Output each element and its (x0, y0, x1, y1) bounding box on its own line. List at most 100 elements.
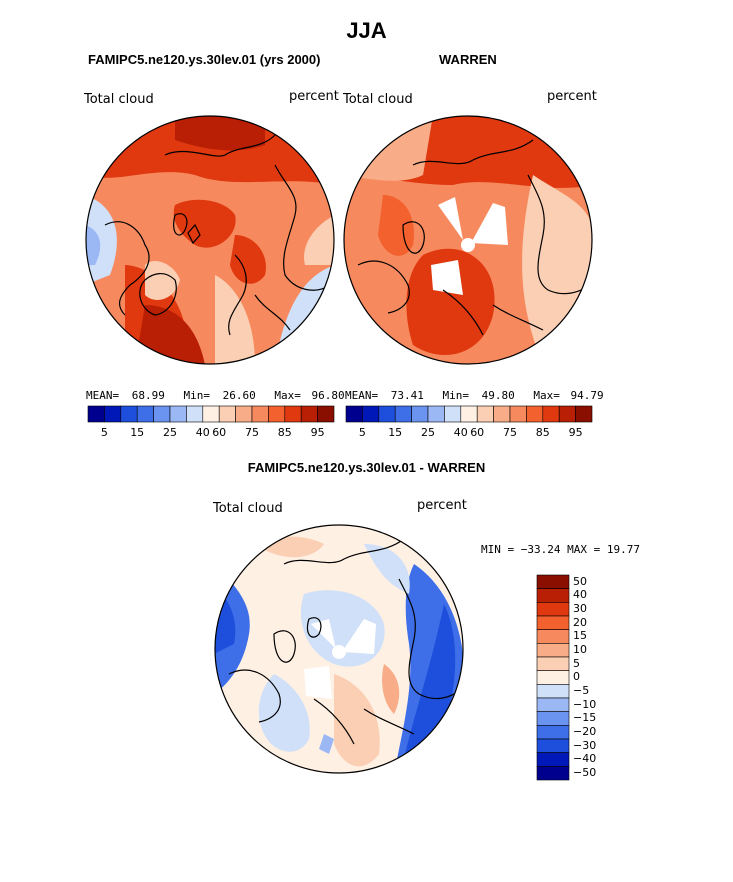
panel2-colorbar-tick-label: 60 (470, 426, 485, 439)
panel1-colorbar-tick-label: 95 (310, 426, 325, 439)
diff-colorbar-tick-label: 50 (573, 574, 587, 588)
panel1-colorbar-tick-label: 85 (277, 426, 292, 439)
diff-colorbar-tick-label: 0 (573, 670, 580, 684)
diff-colorbar-tick-label: 5 (573, 656, 580, 670)
panel1-colorbar-box (300, 405, 318, 423)
panel1-max-value: 96.80 (311, 389, 345, 402)
diff-colorbar-tick-label: −20 (573, 725, 597, 738)
panel2-colorbar-box (542, 405, 560, 423)
panel1-variable-label: Total cloud (84, 92, 154, 107)
diff-colorbar-box (536, 738, 570, 753)
panel2-colorbar (345, 405, 593, 423)
panel2-max-value: 94.79 (570, 389, 604, 402)
panel1-colorbar-box (218, 405, 236, 423)
panel2-colorbar-box (509, 405, 527, 423)
diff-colorbar-tick-label: −10 (573, 697, 597, 711)
panel1-min-label: Min= (183, 389, 211, 402)
panel2-colorbar-tick-label: 40 (453, 426, 468, 439)
diff-colorbar-box (536, 656, 570, 671)
diff-polar-map (214, 524, 464, 774)
panel1-colorbar-tick-label: 25 (163, 426, 177, 439)
panel2-colorbar-tick-label: 85 (535, 426, 550, 439)
panel2-title: WARREN (439, 52, 497, 67)
diff-colorbar-box (536, 697, 570, 712)
panel1-mean-label: MEAN= (86, 389, 120, 402)
diff-colorbar-tick-label: 20 (573, 615, 587, 629)
panel1-colorbar-box (169, 405, 187, 423)
panel2-stats: MEAN= 73.41 Min= 49.80 Max= 94.79 (345, 389, 604, 402)
diff-colorbar-box (536, 574, 570, 589)
panel1-colorbar-box (235, 405, 253, 423)
panel2-max-label: Max= (533, 389, 560, 402)
panel2-colorbar-tick-label: 95 (568, 426, 583, 439)
panel2-colorbar-box (444, 405, 462, 423)
diff-stats: MIN = −33.24 MAX = 19.77 (481, 543, 640, 556)
panel1-colorbar-tick-label: 15 (130, 426, 145, 439)
panel1-units-label: percent (289, 89, 339, 104)
diff-colorbar-box (536, 711, 570, 726)
panel1-colorbar-tick-label: 5 (100, 426, 108, 439)
diff-colorbar-tick-label: −50 (573, 766, 597, 779)
diff-colorbar-box (536, 615, 570, 630)
panel1-colorbar-box (120, 405, 138, 423)
panel2-colorbar-box (411, 405, 429, 423)
panel2-min-label: Min= (442, 389, 470, 402)
panel2-units-label: percent (547, 89, 597, 104)
diff-colorbar-box (536, 588, 570, 603)
panel1-colorbar-box (317, 405, 335, 423)
panel2-colorbar-tick-label: 5 (358, 426, 366, 439)
diff-colorbar-box (536, 670, 570, 685)
panel2-colorbar-box (460, 405, 478, 423)
panel2-variable-label: Total cloud (343, 92, 413, 107)
diff-units-label: percent (417, 498, 467, 513)
panel2-mean-value: 73.41 (390, 389, 424, 402)
panel1-colorbar-box (186, 405, 204, 423)
diff-colorbar-tick-label: −5 (573, 684, 590, 697)
panel2-colorbar-box (378, 405, 396, 423)
panel1-colorbar-box (87, 405, 105, 423)
diff-colorbar-box (536, 629, 570, 644)
panel2-polar-map (343, 115, 593, 365)
panel2-colorbar-box (394, 405, 412, 423)
main-title: JJA (346, 18, 387, 43)
panel2-colorbar-tick-label: 15 (388, 426, 403, 439)
diff-colorbar (536, 574, 570, 781)
panel2-colorbar-box (476, 405, 494, 423)
panel1-colorbar-box (251, 405, 269, 423)
diff-colorbar-tick-label: 30 (573, 602, 587, 615)
panel1-colorbar-box (268, 405, 286, 423)
diff-colorbar-box (536, 725, 570, 740)
panel2-mean-label: MEAN= (345, 389, 379, 402)
diff-colorbar-tick-label: 10 (573, 643, 587, 656)
panel1-stats: MEAN= 68.99 Min= 26.60 Max= 96.80 (86, 389, 345, 402)
panel1-colorbar-box (104, 405, 122, 423)
panel1-colorbar-box (202, 405, 220, 423)
panel1-min-value: 26.60 (222, 389, 256, 402)
diff-colorbar-box (536, 766, 570, 781)
diff-panel-title: FAMIPC5.ne120.ys.30lev.01 - WARREN (247, 460, 486, 475)
diff-variable-label: Total cloud (213, 501, 283, 516)
diff-colorbar-tick-label: 40 (573, 588, 587, 602)
panel1-colorbar-tick-label: 75 (245, 426, 259, 439)
panel2-colorbar-tick-label: 75 (503, 426, 517, 439)
diff-colorbar-box (536, 643, 570, 658)
diff-colorbar-box (536, 684, 570, 699)
panel2-colorbar-box (493, 405, 511, 423)
diff-colorbar-tick-label: −30 (573, 738, 597, 752)
panel1-max-label: Max= (274, 389, 301, 402)
panel1-colorbar-box (136, 405, 154, 423)
panel2-colorbar-box (362, 405, 380, 423)
diff-colorbar-tick-label: −15 (573, 711, 597, 725)
diff-colorbar-tick-label: 15 (573, 629, 587, 643)
panel1-colorbar-box (153, 405, 171, 423)
panel2-colorbar-box (526, 405, 544, 423)
diff-colorbar-box (536, 602, 570, 617)
panel2-colorbar-box (558, 405, 576, 423)
diff-colorbar-tick-label: −40 (573, 752, 597, 766)
panel1-polar-map (85, 115, 335, 365)
panel2-colorbar-box (345, 405, 363, 423)
panel2-min-value: 49.80 (481, 389, 515, 402)
panel2-colorbar-box (575, 405, 593, 423)
panel2-colorbar-box (427, 405, 445, 423)
panel1-colorbar-tick-label: 60 (212, 426, 227, 439)
